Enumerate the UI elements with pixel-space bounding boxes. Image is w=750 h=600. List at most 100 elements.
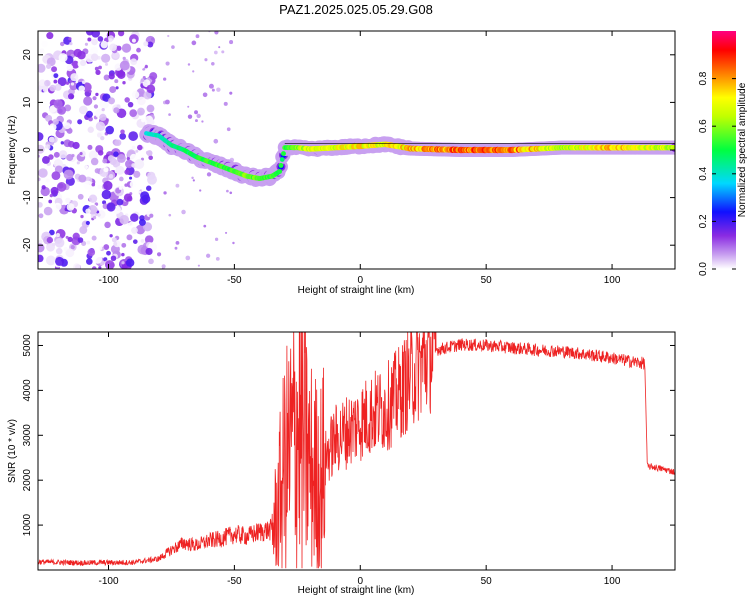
heatmap-cell: [131, 38, 136, 43]
heatmap-cell: [213, 50, 218, 55]
spectrogram-x-axis: -100 -50 0 50 100: [98, 31, 621, 286]
heatmap-cell: [83, 180, 93, 190]
heatmap-cell: [114, 79, 119, 84]
heatmap-cell: [38, 177, 41, 182]
heatmap-cell: [77, 50, 86, 60]
heatmap-cell: [110, 255, 117, 262]
snr-x-label: Height of straight line (km): [298, 585, 415, 596]
x-tick-label: -50: [227, 275, 242, 286]
heatmap-cell: [119, 176, 124, 182]
heatmap-cell: [142, 75, 146, 80]
x-tick-label: 50: [481, 275, 493, 286]
heatmap-cell: [194, 110, 198, 115]
heatmap-cell: [53, 79, 58, 84]
heatmap-cell: [211, 88, 215, 92]
heatmap-cell: [76, 161, 80, 165]
heatmap-cell: [103, 180, 113, 191]
heatmap-cell: [146, 185, 152, 191]
heatmap-cell: [202, 92, 208, 98]
heatmap-signal-ridge: [139, 124, 675, 187]
heatmap-cell: [101, 53, 111, 63]
heatmap-cell: [46, 32, 54, 40]
colorbar-tick-label: 0.6: [698, 119, 709, 133]
heatmap-cell: [92, 96, 97, 101]
heatmap-cell: [88, 116, 93, 122]
heatmap-cell: [140, 239, 145, 243]
y-tick-label: 2000: [22, 469, 33, 492]
heatmap-cell: [144, 235, 154, 244]
heatmap-cell: [123, 193, 133, 202]
colorbar-ticks: 0.0 0.2 0.4 0.6 0.8: [698, 71, 736, 276]
heatmap-cell: [43, 148, 51, 156]
heatmap-cell: [143, 91, 152, 100]
heatmap-cell: [192, 179, 195, 182]
heatmap-cell: [38, 239, 43, 244]
heatmap-cell: [78, 85, 85, 93]
y-tick-label: -20: [22, 238, 33, 253]
x-tick-label: 100: [604, 275, 621, 286]
x-tick-label: 100: [604, 576, 621, 587]
colorbar-tick-label: 0.2: [698, 214, 709, 228]
heatmap-cell: [65, 197, 71, 204]
heatmap-cell: [109, 157, 117, 166]
y-tick-label: -10: [22, 190, 33, 205]
heatmap-cell: [187, 105, 190, 108]
heatmap-cell: [104, 62, 109, 66]
heatmap-cell: [65, 248, 75, 258]
heatmap-cell: [73, 263, 81, 269]
heatmap-cell: [91, 38, 98, 46]
heatmap-cell: [148, 155, 153, 161]
heatmap-cell: [100, 40, 108, 49]
heatmap-cell: [98, 246, 103, 251]
heatmap-cell: [58, 53, 68, 63]
heatmap-cell: [102, 200, 107, 205]
heatmap-cell: [191, 176, 194, 180]
heatmap-cell: [175, 240, 180, 245]
heatmap-cell: [163, 77, 167, 81]
heatmap-cell: [87, 144, 93, 150]
heatmap-cell: [141, 118, 146, 123]
heatmap-cell: [97, 213, 101, 217]
heatmap-cell: [131, 226, 138, 234]
heatmap-cell: [119, 133, 127, 140]
heatmap-cell: [104, 260, 115, 269]
heatmap-cell: [129, 153, 138, 162]
colorbar: 0.0 0.2 0.4 0.6 0.8 Normalized spectral ampl…: [698, 31, 748, 276]
heatmap-cell: [195, 34, 200, 39]
heatmap-cell: [124, 183, 128, 187]
heatmap-cell: [171, 45, 175, 49]
heatmap-cell: [229, 40, 234, 45]
heatmap-cell: [94, 66, 99, 71]
heatmap-cell: [45, 114, 53, 122]
heatmap-cell: [68, 37, 72, 41]
heatmap-cell: [93, 104, 99, 109]
x-tick-label: 50: [481, 576, 493, 587]
heatmap-cell: [138, 190, 142, 194]
heatmap-cell: [195, 119, 198, 123]
heatmap-cell: [134, 159, 145, 170]
heatmap-cell: [56, 182, 67, 192]
heatmap-cell: [85, 31, 94, 36]
heatmap-cell: [201, 120, 204, 123]
heatmap-cell: [185, 255, 191, 261]
heatmap-cell: [121, 261, 125, 265]
heatmap-cell: [108, 97, 116, 105]
heatmap-cell: [45, 178, 50, 183]
heatmap-cell: [229, 191, 233, 195]
heatmap-cell: [77, 193, 84, 200]
heatmap-cell: [54, 83, 62, 91]
heatmap-cell: [95, 92, 99, 97]
heatmap-cell: [125, 159, 134, 169]
heatmap-cell: [229, 91, 233, 95]
heatmap-cell: [281, 151, 286, 156]
heatmap-cell: [136, 47, 141, 53]
heatmap-cell: [124, 169, 130, 175]
heatmap-cell: [211, 62, 215, 66]
heatmap-cell: [226, 189, 229, 193]
heatmap-cell: [119, 214, 129, 225]
snr-frame: [37, 331, 676, 571]
heatmap-cell: [71, 154, 75, 158]
heatmap-cell: [196, 113, 201, 119]
colorbar-tick-label: 0.0: [698, 262, 709, 276]
heatmap-cell: [90, 157, 99, 166]
